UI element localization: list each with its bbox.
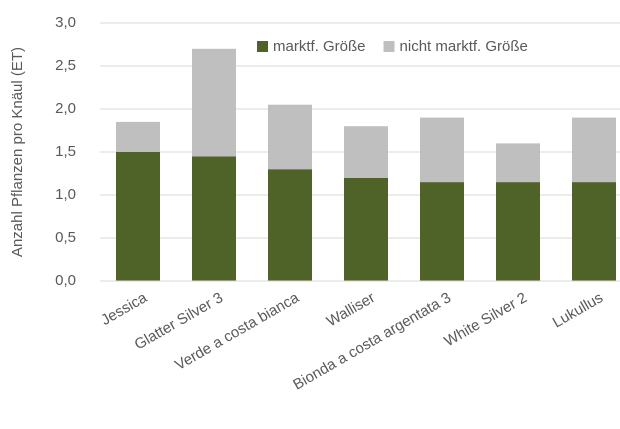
bar-segment [572, 182, 616, 281]
legend-swatch [383, 41, 395, 52]
y-tick-label: 1,0 [55, 186, 76, 203]
bar-segment [116, 152, 160, 281]
bar-segment [344, 177, 388, 281]
y-tick-label: 0,0 [55, 272, 76, 289]
bar-segment [116, 121, 160, 152]
bar-segment [192, 156, 236, 281]
x-tick-label: Verde a costa bianca [172, 289, 302, 374]
x-tick-label: White Silver 2 [441, 289, 530, 350]
bar-segment [496, 182, 540, 281]
bar-segment [496, 143, 540, 183]
y-tick-label: 0,5 [55, 229, 76, 246]
bar-segment [344, 126, 388, 178]
bar-segment [572, 117, 616, 183]
y-axis-label: Anzahl Pflanzen pro Knäul (ET) [9, 47, 26, 257]
bar-segment [268, 104, 312, 170]
y-tick-label: 3,0 [55, 14, 76, 31]
y-tick-label: 1,5 [55, 143, 76, 160]
bar-segment [192, 48, 236, 157]
bar-segment [268, 169, 312, 281]
bar-segment [420, 117, 464, 183]
legend-label: marktf. Größe [273, 38, 366, 55]
y-tick-label: 2,0 [55, 100, 76, 117]
x-tick-label: Walliser [324, 289, 378, 330]
x-tick-label: Lukullus [550, 289, 606, 331]
legend-swatch [257, 41, 268, 52]
y-tick-label: 2,5 [55, 57, 76, 74]
bar-segment [420, 182, 464, 281]
legend-label: nicht marktf. Größe [400, 38, 528, 55]
x-tick-label: Jessica [98, 289, 150, 329]
